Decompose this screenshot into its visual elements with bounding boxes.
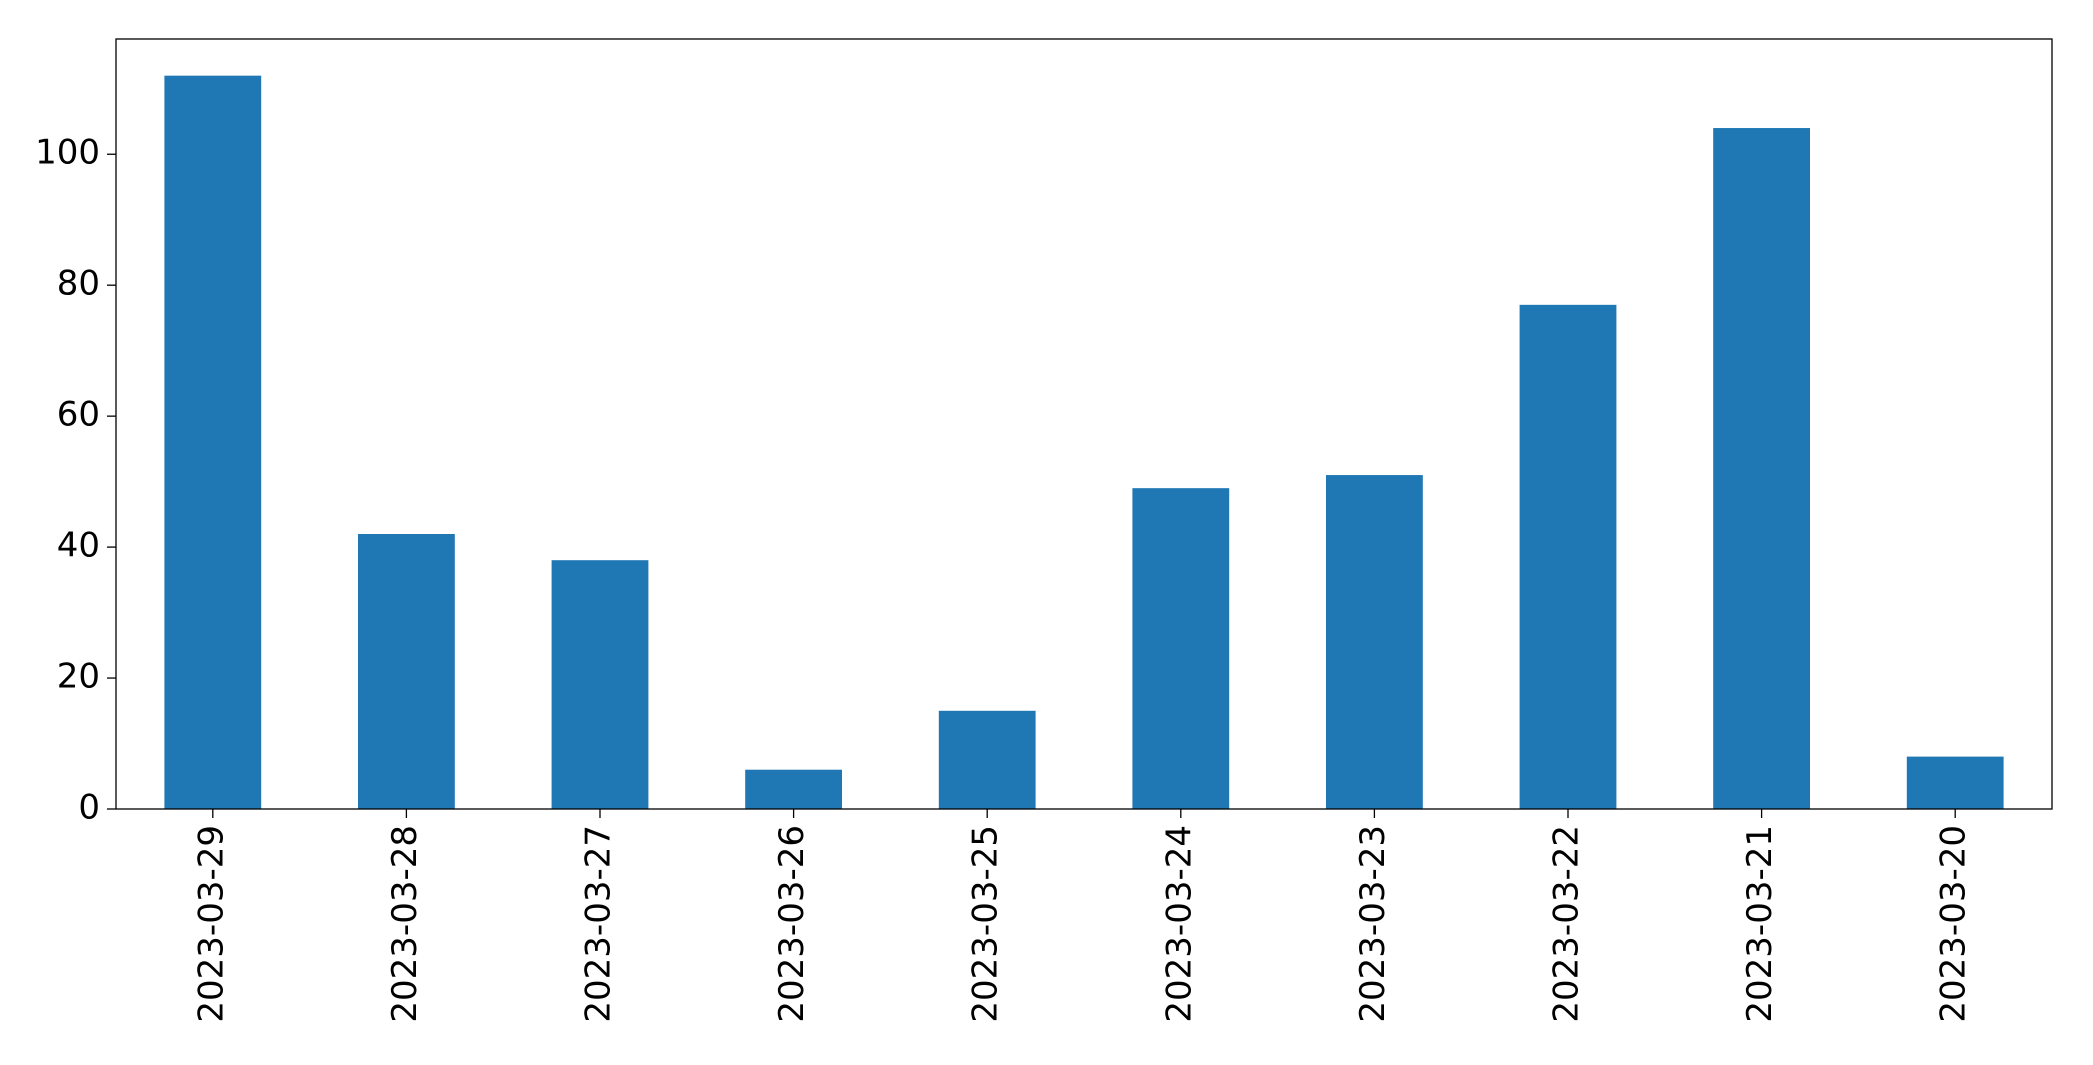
bar	[1519, 304, 1617, 809]
bar	[164, 75, 262, 809]
x-tick-label: 2023-03-24	[1159, 825, 1199, 1023]
y-tick-label: 100	[35, 133, 100, 173]
bar	[1906, 756, 2004, 809]
bar	[1713, 128, 1810, 810]
x-tick-label: 2023-03-27	[579, 825, 619, 1023]
y-tick-label: 0	[78, 788, 100, 828]
x-tick-label: 2023-03-22	[1547, 825, 1587, 1023]
x-tick-label: 2023-03-25	[966, 825, 1006, 1023]
bar	[1326, 475, 1423, 809]
bar	[745, 769, 842, 809]
bar	[358, 534, 455, 809]
bar	[551, 560, 649, 809]
x-tick-label: 2023-03-20	[1934, 825, 1974, 1023]
y-tick-label: 40	[57, 526, 100, 566]
x-tick-label: 2023-03-23	[1353, 825, 1393, 1023]
x-tick-label: 2023-03-29	[191, 825, 231, 1023]
bar	[938, 710, 1036, 809]
x-tick-label: 2023-03-28	[385, 825, 425, 1023]
y-tick-label: 60	[57, 395, 100, 435]
y-tick-label: 80	[57, 264, 100, 304]
x-tick-label: 2023-03-26	[772, 825, 812, 1023]
y-tick-label: 20	[57, 657, 100, 697]
bar	[1132, 488, 1230, 809]
x-tick-label: 2023-03-21	[1740, 825, 1780, 1023]
plot-frame	[115, 38, 2053, 810]
